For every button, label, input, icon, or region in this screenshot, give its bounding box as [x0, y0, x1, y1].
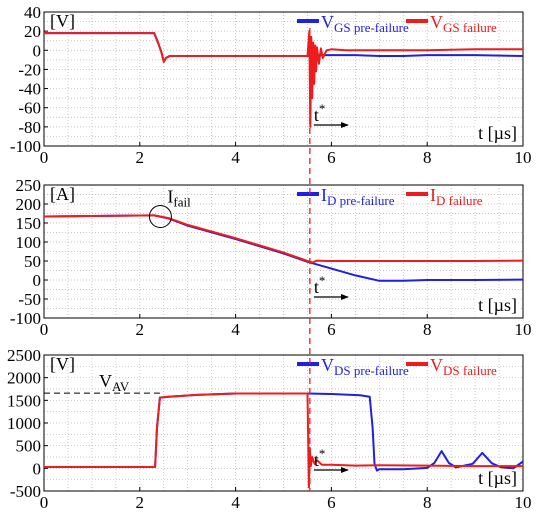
x-tick-label: 4: [231, 148, 240, 167]
y-tick-label: 2500: [7, 346, 41, 365]
x-tick-label: 0: [40, 493, 49, 512]
y-tick-label: -40: [18, 80, 41, 99]
unit-label: [A]: [50, 184, 75, 204]
x-axis-label-bg: [475, 123, 520, 143]
y-tick-label: 2000: [7, 369, 41, 388]
y-tick-label: 0: [33, 41, 42, 60]
x-axis-label: t [µs]: [478, 123, 517, 143]
x-axis-label: t [µs]: [478, 295, 517, 315]
axes-frame: [43, 184, 524, 319]
x-tick-label: 2: [136, 148, 145, 167]
x-tick-label: 6: [327, 148, 336, 167]
y-tick-label: 40: [24, 3, 41, 22]
y-tick-label: -100: [10, 137, 41, 156]
y-tick-label: 200: [16, 195, 42, 214]
x-tick-label: 10: [515, 320, 532, 339]
x-axis-label-bg: [475, 468, 520, 488]
x-tick-label: 8: [423, 493, 432, 512]
y-tick-label: -20: [18, 60, 41, 79]
y-tick-label: 100: [16, 233, 42, 252]
y-tick-label: 1500: [7, 391, 41, 410]
y-tick-label: 20: [24, 22, 41, 41]
y-tick-label: 0: [33, 271, 42, 290]
x-tick-label: 8: [423, 148, 432, 167]
x-tick-label: 10: [515, 493, 532, 512]
series-line-failure: [44, 30, 523, 128]
unit-label: [V]: [50, 354, 75, 374]
x-tick-label: 2: [136, 493, 145, 512]
x-tick-label: 4: [231, 493, 240, 512]
i-fail-marker: [148, 205, 172, 229]
series-line-failure: [44, 392, 523, 489]
axes-frame: [43, 11, 524, 147]
t-star-label: t*: [314, 273, 326, 297]
unit-label: [V]: [50, 11, 75, 31]
y-tick-label: 0: [33, 459, 42, 478]
y-tick-label: -500: [10, 482, 41, 501]
x-tick-label: 0: [40, 320, 49, 339]
y-tick-label: 250: [16, 176, 42, 195]
x-axis-label: t [µs]: [478, 468, 517, 488]
legend-entry-failure: ID failure: [430, 185, 483, 208]
x-tick-label: 4: [231, 320, 240, 339]
x-axis-label-bg: [475, 295, 520, 315]
t-star-label: t*: [314, 101, 326, 125]
legend-entry-failure: VDS failure: [430, 355, 497, 378]
y-tick-label: 150: [16, 214, 42, 233]
y-tick-label: 1000: [7, 414, 41, 433]
legend-entry-pre: VGS pre-failure: [321, 12, 409, 35]
x-tick-label: 2: [136, 320, 145, 339]
y-tick-label: 50: [24, 252, 41, 271]
y-tick-label: 500: [16, 437, 42, 456]
x-tick-label: 6: [327, 493, 336, 512]
y-tick-label: -80: [18, 118, 41, 137]
series-line-pre: [44, 392, 524, 472]
i-fail-label: Ifail: [167, 187, 191, 210]
y-tick-label: -100: [10, 309, 41, 328]
series-line-failure: [43, 214, 524, 264]
t-star-label: t*: [314, 446, 326, 470]
legend-entry-failure: VGS failure: [430, 12, 497, 35]
legend-entry-pre: ID pre-failure: [321, 185, 395, 208]
legend-entry-pre: VDS pre-failure: [321, 355, 409, 378]
x-tick-label: 10: [515, 148, 532, 167]
y-tick-label: -60: [18, 99, 41, 118]
v-av-label: VAV: [99, 371, 130, 394]
x-tick-label: 0: [40, 148, 49, 167]
x-tick-label: 8: [423, 320, 432, 339]
x-tick-label: 6: [327, 320, 336, 339]
y-tick-label: -50: [18, 290, 41, 309]
